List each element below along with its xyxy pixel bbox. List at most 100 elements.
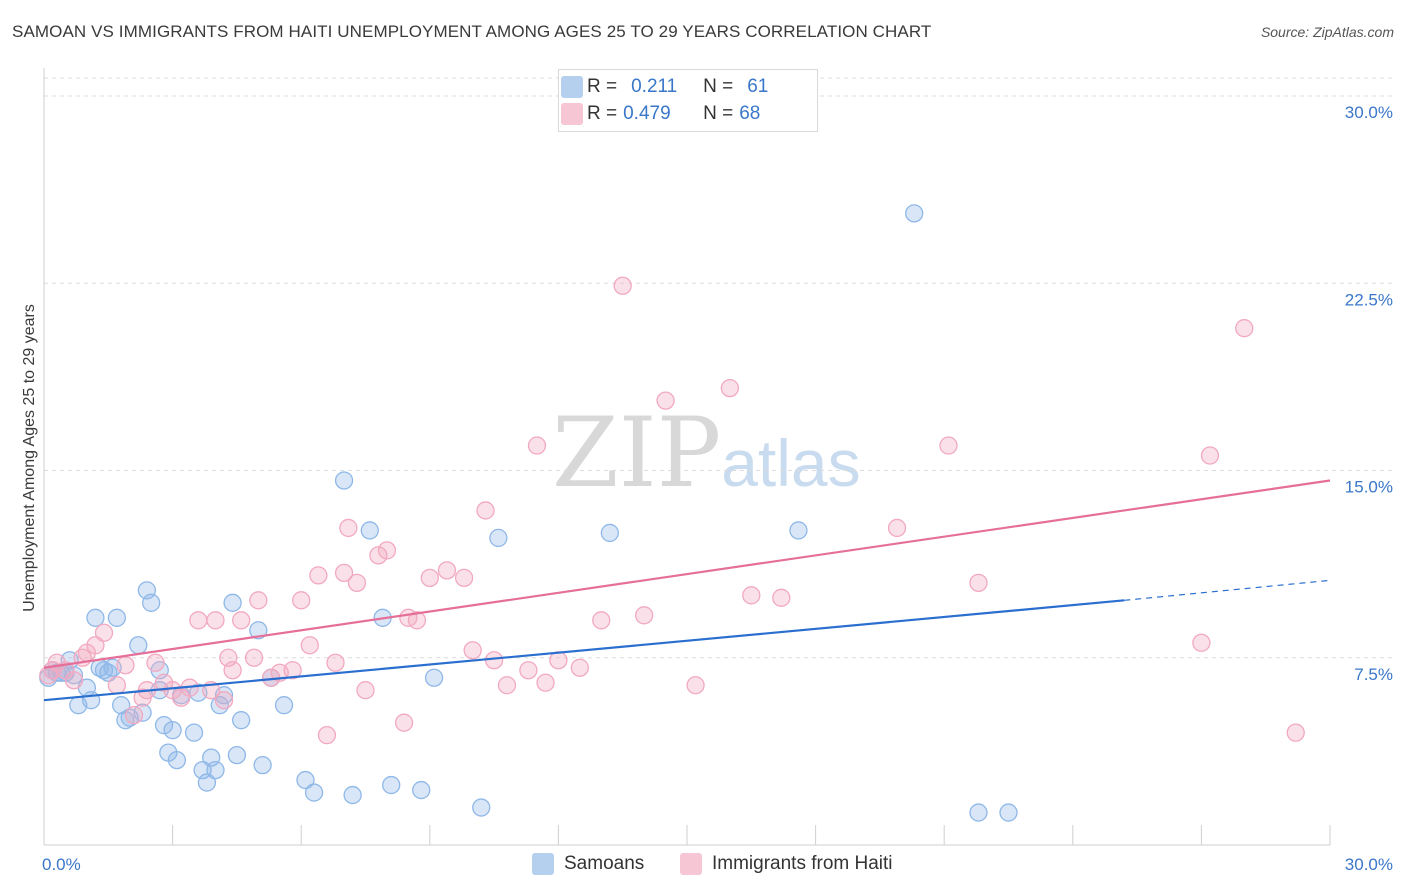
series-swatch-samoans	[532, 853, 554, 875]
point-haiti	[124, 706, 144, 725]
point-samoans	[112, 696, 131, 715]
point-samoans	[343, 785, 362, 805]
point-haiti	[939, 436, 958, 455]
point-haiti	[969, 573, 988, 592]
y-tick-label: 15.0%	[1345, 478, 1393, 497]
axes	[43, 68, 1331, 846]
point-haiti	[339, 518, 358, 538]
point-samoans	[600, 523, 619, 543]
series-swatch-haiti	[680, 853, 702, 875]
point-samoans	[424, 668, 444, 687]
point-samoans	[412, 780, 431, 800]
point-samoans	[789, 521, 808, 540]
point-haiti	[86, 636, 105, 655]
x-tick-label-max: 30.0%	[1345, 855, 1393, 874]
series-legend-samoans: Samoans	[532, 851, 644, 877]
point-haiti	[592, 611, 611, 630]
point-haiti	[334, 563, 354, 583]
source-label: Source: ZipAtlas.com	[1260, 24, 1394, 40]
point-haiti	[1200, 446, 1220, 465]
point-samoans	[64, 666, 84, 685]
point-haiti	[244, 648, 264, 667]
point-samoans	[223, 593, 242, 612]
point-samoans	[274, 696, 294, 715]
point-samoans	[969, 803, 988, 822]
point-haiti	[317, 725, 337, 745]
point-haiti	[249, 591, 268, 610]
point-haiti	[1192, 633, 1211, 652]
point-haiti	[463, 641, 482, 660]
point-haiti	[407, 611, 427, 630]
point-haiti	[107, 676, 127, 695]
point-haiti	[326, 653, 345, 672]
point-haiti	[549, 651, 568, 670]
point-haiti	[309, 566, 328, 585]
point-haiti	[1286, 723, 1305, 742]
point-samoans	[232, 711, 251, 730]
x-tick-label-min: 0.0%	[42, 855, 81, 874]
legend-swatch-haiti	[561, 103, 583, 125]
point-haiti	[772, 588, 791, 607]
point-samoans	[999, 803, 1018, 822]
point-haiti	[420, 568, 439, 588]
point-samoans	[206, 760, 225, 780]
point-haiti	[206, 611, 225, 630]
point-samoans	[472, 798, 491, 817]
y-tick-label: 7.5%	[1354, 665, 1393, 684]
point-haiti	[232, 611, 251, 630]
point-samoans	[905, 204, 924, 223]
point-haiti	[283, 661, 302, 680]
point-haiti	[189, 611, 208, 630]
point-haiti	[497, 676, 517, 695]
legend-n-label: N =	[703, 76, 734, 97]
point-samoans	[107, 608, 127, 627]
point-samoans	[249, 621, 268, 640]
point-haiti	[570, 658, 589, 677]
point-haiti	[146, 653, 165, 672]
series-legend-haiti: Immigrants from Haiti	[680, 851, 893, 877]
point-haiti	[634, 606, 654, 625]
point-haiti	[300, 636, 319, 655]
point-haiti	[656, 391, 675, 410]
point-haiti	[292, 591, 311, 610]
tick-labels: 7.5% 15.0% 22.5% 30.0% 0.0% 30.0%	[42, 103, 1393, 874]
point-haiti	[64, 671, 84, 690]
grid-lines	[44, 77, 1392, 659]
point-samoans	[360, 521, 379, 540]
point-haiti	[1235, 319, 1254, 338]
point-samoans	[227, 745, 247, 765]
point-samoans	[167, 750, 187, 770]
point-samoans	[86, 608, 105, 627]
point-haiti	[527, 436, 547, 455]
point-haiti	[356, 681, 375, 700]
legend-n-value: 61	[747, 76, 769, 97]
legend-n-value: 68	[739, 103, 761, 124]
point-haiti	[476, 501, 495, 520]
series-name-samoans: Samoans	[564, 853, 645, 874]
chart-title: SAMOAN VS IMMIGRANTS FROM HAITI UNEMPLOY…	[12, 22, 932, 41]
point-samoans	[163, 721, 182, 740]
point-samoans	[489, 528, 508, 548]
point-samoans	[296, 770, 315, 790]
point-haiti	[613, 276, 632, 295]
series-name-haiti: Immigrants from Haiti	[712, 853, 893, 874]
correlation-legend: R = 0.211 N = 61 R = 0.479 N = 68	[558, 69, 818, 132]
point-samoans	[253, 755, 272, 775]
point-haiti	[369, 546, 388, 565]
point-haiti	[377, 541, 397, 560]
legend-swatch-samoans	[561, 76, 583, 98]
point-samoans	[197, 773, 217, 792]
point-haiti	[686, 676, 705, 695]
point-samoans	[154, 716, 174, 735]
point-haiti	[887, 518, 907, 538]
trend-line-samoans	[43, 599, 1125, 702]
point-haiti	[347, 573, 367, 592]
legend-n-label: N =	[703, 103, 734, 124]
legend-r-value: 0.211	[631, 76, 678, 97]
point-samoans	[129, 636, 148, 655]
trend-line-haiti	[43, 479, 1331, 669]
legend-r-label: R =	[587, 76, 618, 97]
point-haiti	[214, 691, 234, 710]
point-haiti	[94, 623, 114, 642]
